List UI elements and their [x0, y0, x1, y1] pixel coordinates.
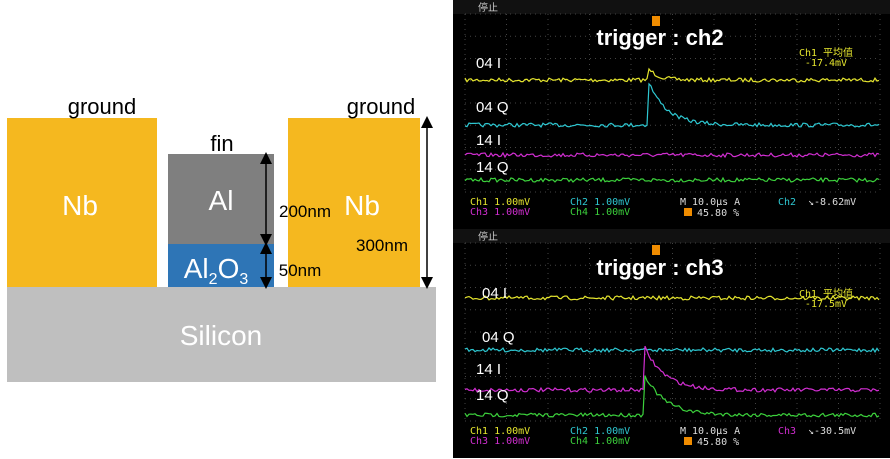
trace: [464, 176, 880, 184]
ch2: Ch2 1.00mV: [570, 197, 630, 208]
status-bar: [453, 0, 890, 14]
label: ground: [68, 94, 137, 119]
ch1: Ch1 1.00mV: [470, 426, 530, 437]
ch4: Ch4 1.00mV: [570, 436, 630, 447]
position-icon: [684, 208, 692, 216]
ch3: Ch3 1.00mV: [470, 436, 530, 447]
dimension: 200nm: [279, 202, 331, 221]
timebase: M 10.0μs A: [680, 426, 740, 437]
scope-title: trigger : ch3: [596, 255, 723, 280]
trace: [464, 82, 880, 129]
position-icon: [684, 437, 692, 445]
trace: [464, 345, 880, 393]
al-fin: [168, 154, 274, 244]
label-part: O: [218, 253, 240, 284]
channel-label: 04 I: [476, 55, 501, 72]
trigger-level: ↘-8.62mV: [808, 197, 856, 208]
nb-right: [288, 118, 420, 287]
label: Nb: [344, 190, 380, 221]
nb-left: [7, 118, 157, 287]
label-part: Al: [184, 253, 209, 284]
label: Silicon: [180, 320, 262, 351]
trigger-channel: Ch2: [778, 197, 796, 208]
screen: [453, 229, 890, 458]
trace: [464, 67, 880, 84]
timebase: M 10.0μs A: [680, 197, 740, 208]
dimension: 50nm: [279, 261, 322, 280]
trigger-marker: [652, 245, 660, 255]
ch2: Ch2 1.00mV: [570, 426, 630, 437]
oscilloscopes: 停止 trigger : ch2 Ch1 平均值-17.4mV 04 I 04 Q 14 …: [453, 0, 890, 458]
silicon-substrate: [7, 287, 436, 382]
trace: [464, 294, 880, 301]
al2o3-layer: [168, 244, 274, 287]
label: fin: [210, 131, 233, 156]
channel-label: 14 I: [476, 361, 501, 378]
label: Nb: [62, 190, 98, 221]
label: Al2O3: [184, 253, 249, 288]
avg-value: -17.5mV: [805, 299, 847, 310]
avg-label: Ch1 平均值: [799, 46, 853, 59]
scope-title: trigger : ch2: [596, 25, 723, 50]
status-bar: [453, 229, 890, 243]
trigger-marker: [652, 16, 660, 26]
ch3: Ch3 1.00mV: [470, 207, 530, 218]
trace: [464, 151, 880, 159]
channel-label: 14 Q: [476, 387, 509, 404]
channel-label: 14 Q: [476, 159, 509, 176]
ch4: Ch4 1.00mV: [570, 207, 630, 218]
status: 停止: [478, 1, 498, 14]
trace: [464, 375, 880, 418]
dimension: 300nm: [356, 236, 408, 255]
trace: [464, 347, 880, 354]
scope: 停止 trigger : ch2 Ch1 平均值-17.4mV 04 I 04 Q 14 …: [453, 0, 890, 229]
channel-label: 04 Q: [476, 99, 509, 116]
label-part: 3: [239, 271, 248, 288]
trigger-channel: Ch3: [778, 426, 796, 437]
avg-value: -17.4mV: [805, 58, 847, 69]
channel-label: 04 I: [482, 285, 507, 302]
label: Al: [209, 185, 234, 216]
label-part: 2: [209, 271, 218, 288]
label: ground: [347, 94, 416, 119]
ch1: Ch1 1.00mV: [470, 197, 530, 208]
channel-label: 14 I: [476, 132, 501, 149]
trigger-level: ↘-30.5mV: [808, 426, 856, 437]
status: 停止: [478, 230, 498, 243]
channel-label: 04 Q: [482, 329, 515, 346]
cross-section: ground ground fin Nb Nb Al Al2O3 200nm 5…: [7, 94, 436, 382]
position: 45.80 %: [697, 437, 739, 448]
position: 45.80 %: [697, 208, 739, 219]
